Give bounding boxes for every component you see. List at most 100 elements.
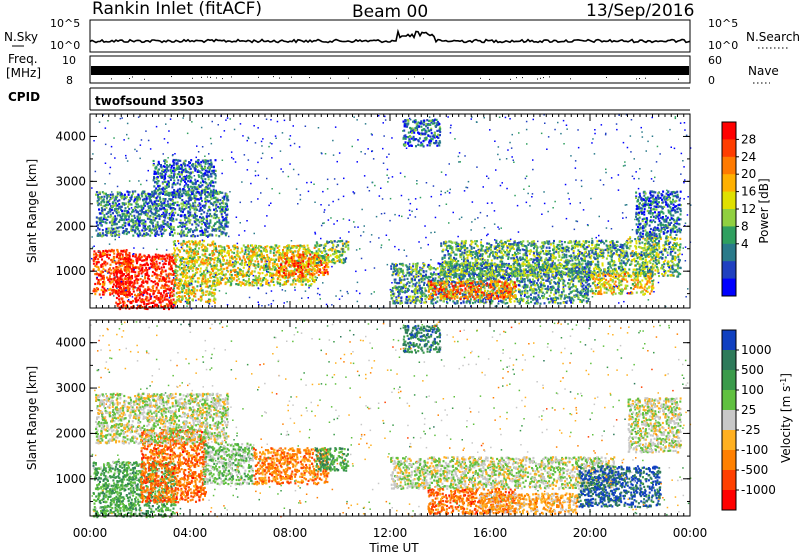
heatmap-cell [319,261,321,263]
heatmap-cell [138,205,140,207]
heatmap-cell [390,268,392,270]
heatmap-cell [112,286,114,288]
heatmap-cell [214,177,216,179]
heatmap-cell [197,171,199,173]
heatmap-cell [217,269,219,271]
heatmap-cell [189,214,191,216]
heatmap-cell [283,269,285,271]
heatmap-cell [134,190,136,192]
heatmap-cell [158,180,160,182]
heatmap-cell [181,280,183,282]
heatmap-cell [128,208,130,210]
heatmap-cell [199,270,201,272]
heatmap-cell [215,175,217,177]
heatmap-cell [202,244,204,246]
heatmap-cell [127,221,129,223]
heatmap-cell [327,273,329,275]
heatmap-cell [176,259,178,261]
heatmap-cell [179,225,181,227]
heatmap-cell [218,252,220,254]
heatmap-cell [185,183,187,185]
heatmap-cell [175,257,177,259]
heatmap-cell [136,282,138,284]
heatmap-cell [185,228,187,230]
heatmap-cell [152,288,154,290]
heatmap-cell [136,211,138,213]
heatmap-cell [224,206,226,208]
heatmap-cell [254,260,256,262]
heatmap-cell [296,246,298,248]
heatmap-cell [108,257,110,259]
heatmap-cell [200,186,202,188]
heatmap-cell [111,289,113,291]
heatmap-cell [105,228,107,230]
heatmap-cell [299,244,301,246]
nave-point [678,79,679,80]
heatmap-cell [302,258,304,260]
heatmap-cell [179,260,181,262]
heatmap-cell [200,219,202,221]
heatmap-cell [398,295,400,297]
heatmap-cell [132,191,134,193]
heatmap-cell [241,281,243,283]
heatmap-cell [251,244,253,246]
heatmap-cell [190,180,192,182]
heatmap-cell [206,218,208,220]
heatmap-cell [186,301,188,303]
heatmap-cell [291,283,293,285]
heatmap-cell [116,212,118,214]
nave-point [192,78,193,79]
heatmap-cell [209,291,211,293]
heatmap-cell [270,259,272,261]
heatmap-cell [177,179,179,181]
nave-point [543,77,544,78]
heatmap-cell [230,249,232,251]
heatmap-cell [211,166,213,168]
heatmap-cell [251,259,253,261]
heatmap-cell [174,208,176,210]
heatmap-cell [157,292,159,294]
heatmap-cell [181,171,183,173]
heatmap-cell [143,198,145,200]
heatmap-cell [289,259,291,261]
heatmap-cell [96,287,98,289]
heatmap-cell [162,183,164,185]
heatmap-cell [170,223,172,225]
heatmap-cell [179,183,181,185]
heatmap-cell [172,279,174,281]
heatmap-cell [173,241,175,243]
heatmap-cell [343,262,345,264]
heatmap-cell [321,259,323,261]
heatmap-cell [125,250,127,252]
heatmap-cell [188,288,190,290]
heatmap-cell [210,191,212,193]
heatmap-cell [222,263,224,265]
heatmap-cell [154,219,156,221]
heatmap-cell [113,250,115,252]
heatmap-cell [345,257,347,259]
heatmap-cell [138,273,140,275]
heatmap-cell [186,269,188,271]
heatmap-cell [197,281,199,283]
heatmap-cell [328,260,330,262]
heatmap-cell [312,266,314,268]
heatmap-cell [225,283,227,285]
heatmap-cell [191,223,193,225]
heatmap-cell [186,252,188,254]
heatmap-cell [99,234,101,236]
heatmap-cell [256,284,258,286]
heatmap-cell [268,259,270,261]
heatmap-cell [161,176,163,178]
heatmap-cell [292,281,294,283]
heatmap-cell [412,263,414,265]
heatmap-cell [105,231,107,233]
heatmap-cell [248,253,250,255]
heatmap-cell [196,285,198,287]
heatmap-cell [257,261,259,263]
heatmap-cell [151,280,153,282]
heatmap-cell [232,269,234,271]
heatmap-cell [237,250,239,252]
heatmap-cell [117,269,119,271]
heatmap-cell [174,271,176,273]
heatmap-cell [169,280,171,282]
